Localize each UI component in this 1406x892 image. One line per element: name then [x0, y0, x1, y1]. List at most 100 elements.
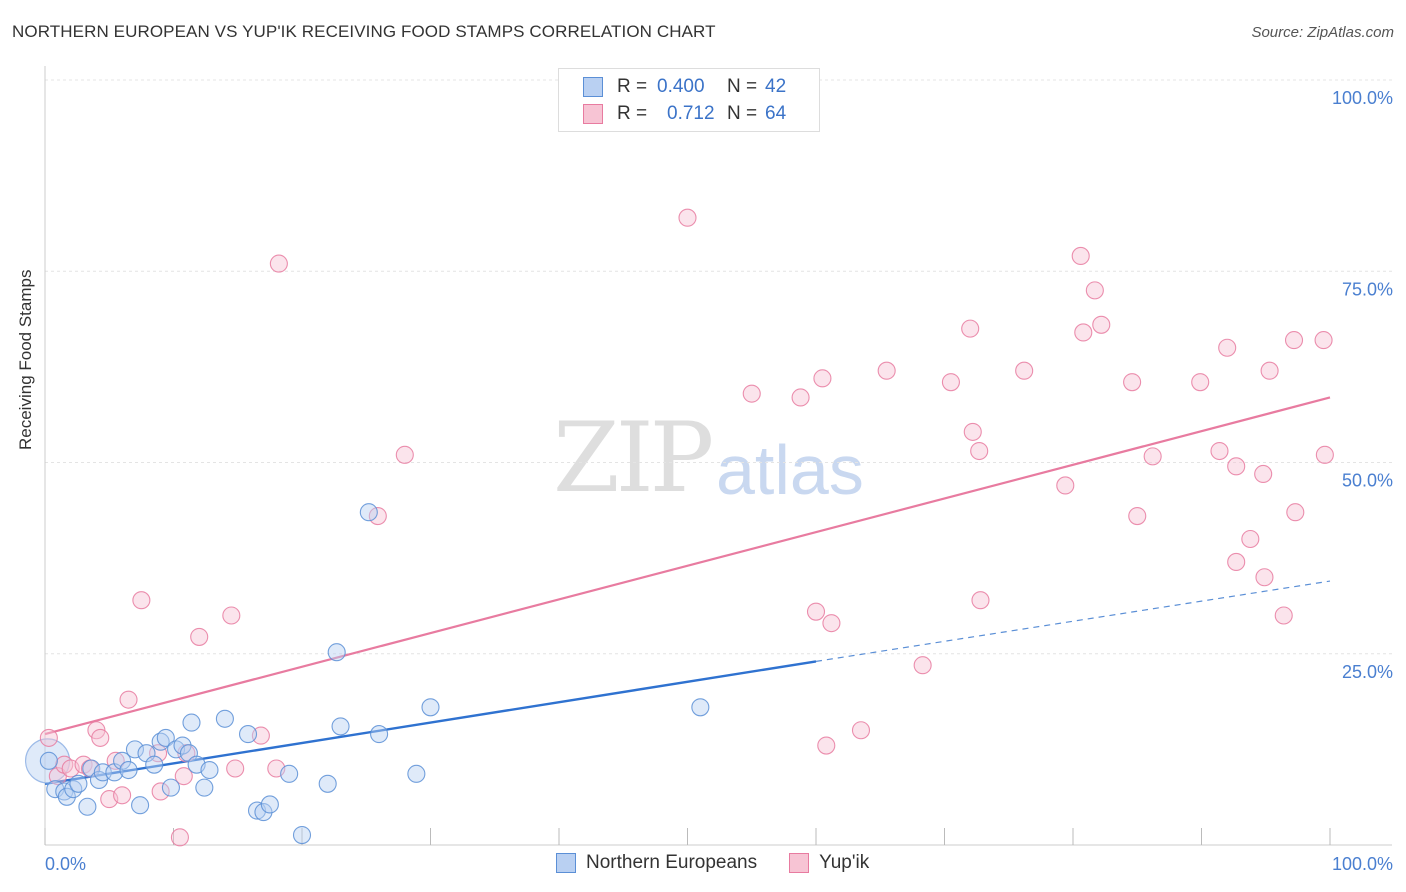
- data-point-yupik: [1092, 315, 1111, 334]
- data-point-yupik: [222, 606, 241, 625]
- data-point-yupik: [1056, 476, 1075, 495]
- data-point-yupik: [1315, 445, 1334, 464]
- data-point-yupik: [1227, 552, 1246, 572]
- data-point-northern-europeans: [119, 760, 138, 780]
- data-point-yupik: [1128, 506, 1147, 526]
- data-point-yupik: [1218, 338, 1237, 357]
- data-point-northern-europeans: [327, 643, 346, 662]
- data-point-northern-europeans: [238, 725, 258, 744]
- data-point-northern-europeans: [78, 797, 97, 816]
- tick-labels: 25.0% 50.0% 75.0% 100.0% 0.0% 100.0%: [45, 88, 1393, 874]
- data-point-yupik: [678, 208, 697, 227]
- legend-item-northern-europeans: Northern Europeans: [556, 852, 757, 874]
- data-point-yupik: [174, 767, 193, 786]
- legend-swatch-pink: [789, 853, 810, 873]
- data-point-cluster: [24, 738, 71, 784]
- legend-label: Northern Europeans: [586, 852, 758, 873]
- data-point-yupik: [1241, 529, 1260, 549]
- data-point-yupik: [1191, 373, 1210, 392]
- data-point-yupik: [1123, 373, 1142, 392]
- data-point-northern-europeans: [182, 713, 201, 732]
- y-tick-label: 50.0%: [1342, 471, 1393, 491]
- data-point-yupik: [1085, 281, 1104, 300]
- data-point-northern-europeans: [359, 503, 378, 522]
- r-label: R =: [617, 103, 648, 124]
- chart-title: NORTHERN EUROPEAN VS YUP'IK RECEIVING FO…: [12, 22, 716, 41]
- series-legend: Northern Europeans Yup'ik: [556, 852, 901, 874]
- data-point-northern-europeans: [691, 698, 710, 717]
- r-label: R =: [617, 76, 648, 97]
- axes: [44, 66, 1392, 846]
- data-point-northern-europeans: [145, 755, 164, 774]
- trend-line-northern-europeans: [44, 660, 817, 785]
- data-point-yupik: [813, 369, 832, 388]
- data-point-northern-europeans: [370, 725, 389, 744]
- data-point-yupik: [1071, 246, 1090, 265]
- legend-row-yupik: R = 0.712 N = 64: [583, 102, 786, 126]
- data-point-yupik: [1015, 361, 1034, 380]
- data-point-yupik: [119, 690, 138, 709]
- data-point-yupik: [961, 319, 980, 338]
- trend-line-yupik: [44, 396, 1331, 736]
- data-point-yupik: [91, 728, 110, 747]
- data-point-northern-europeans: [331, 717, 350, 736]
- data-point-northern-europeans: [156, 728, 175, 747]
- data-point-northern-europeans: [254, 803, 273, 822]
- data-point-yupik: [1255, 568, 1274, 587]
- source-label: Source: ZipAtlas.com: [1251, 24, 1394, 41]
- watermark-atlas: atlas: [716, 431, 864, 509]
- data-point-northern-europeans: [131, 796, 150, 815]
- data-point-yupik: [851, 721, 871, 740]
- data-point-yupik: [1260, 361, 1279, 380]
- n-value: 64: [765, 103, 787, 124]
- legend-label: Yup'ik: [819, 852, 870, 873]
- data-point-yupik: [913, 656, 932, 675]
- data-point-yupik: [1210, 441, 1229, 461]
- data-point-northern-europeans: [125, 740, 144, 759]
- trend-lines: [44, 396, 1331, 785]
- data-point-yupik: [817, 736, 836, 755]
- data-point-yupik: [151, 782, 170, 801]
- legend-swatch-blue: [583, 77, 603, 97]
- data-point-northern-europeans: [39, 751, 58, 770]
- data-point-yupik: [395, 445, 414, 464]
- correlation-legend: R = 0.400 N = 42 R = 0.712 N = 64: [558, 68, 820, 132]
- data-point-northern-europeans: [195, 778, 214, 797]
- data-point-northern-europeans: [173, 736, 192, 755]
- data-point-yupik: [1284, 331, 1304, 350]
- data-point-yupik: [970, 441, 989, 461]
- legend-row-northern-europeans: R = 0.400 N = 42: [583, 75, 786, 99]
- y-tick-label: 25.0%: [1342, 662, 1393, 682]
- y-tick-label: 100.0%: [1332, 88, 1393, 108]
- data-point-northern-europeans: [421, 698, 440, 717]
- data-point-yupik: [170, 828, 189, 847]
- legend-swatch-blue: [556, 853, 576, 873]
- data-point-northern-europeans: [292, 826, 312, 845]
- grid-lines: [45, 79, 1392, 655]
- data-point-yupik: [941, 373, 960, 392]
- data-point-yupik: [39, 728, 58, 747]
- data-point-yupik: [106, 751, 125, 770]
- x-tick-label: 0.0%: [45, 854, 86, 874]
- data-point-yupik: [1314, 331, 1333, 350]
- data-point-yupik: [113, 786, 132, 805]
- data-point-northern-europeans: [200, 760, 219, 780]
- data-point-yupik: [132, 591, 151, 610]
- data-point-yupik: [1274, 606, 1293, 625]
- data-point-yupik: [1227, 457, 1246, 476]
- data-point-yupik: [742, 384, 761, 403]
- r-value: 0.400: [657, 76, 705, 97]
- data-point-yupik: [368, 506, 387, 526]
- data-point-yupik: [963, 422, 982, 441]
- data-point-yupik: [1074, 323, 1093, 342]
- n-label: N =: [727, 76, 758, 97]
- data-point-northern-europeans: [64, 780, 83, 799]
- data-point-yupik: [877, 361, 896, 380]
- data-point-yupik: [822, 614, 841, 633]
- data-point-yupik: [269, 254, 288, 273]
- n-label: N =: [727, 103, 758, 124]
- y-tick-label: 75.0%: [1342, 279, 1393, 299]
- data-point-northern-europeans: [57, 787, 76, 806]
- trend-line-extension: [815, 580, 1331, 662]
